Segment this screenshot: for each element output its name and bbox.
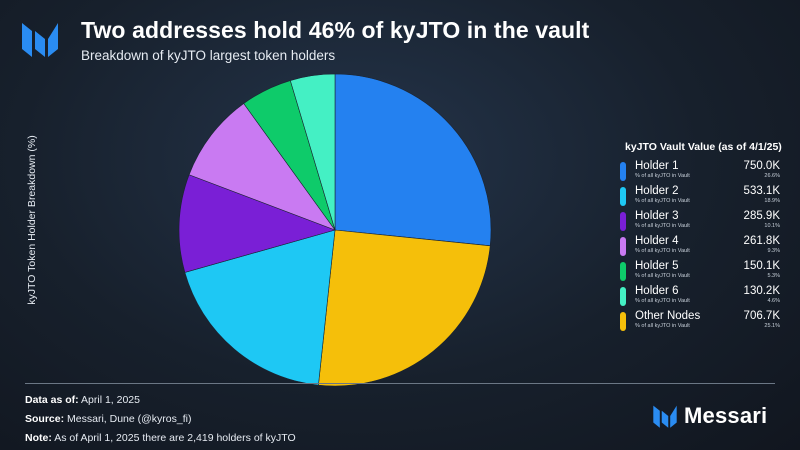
legend-swatch (620, 212, 626, 231)
legend-row: Holder 4 261.8K (635, 235, 780, 247)
pie-slice-holder-4 (188, 103, 336, 231)
legend-note: % of all kyJTO in Vault (635, 198, 690, 204)
legend-row: Holder 5 150.1K (635, 260, 780, 272)
footer-source-label: Source: (25, 413, 65, 425)
legend-swatch (620, 237, 626, 256)
legend-swatch (620, 187, 626, 206)
legend-value: 706.7K (743, 310, 780, 322)
legend-text: Holder 2 533.1K % of all kyJTO in Vault 18.… (635, 185, 780, 205)
footer-data-label: Data as of: (25, 394, 79, 406)
legend-label: Holder 1 (635, 160, 679, 172)
legend-text: Holder 5 150.1K % of all kyJTO in Vault 5.3… (635, 260, 780, 280)
legend-subrow: % of all kyJTO in Vault 26.6% (635, 172, 780, 180)
pie-slice-holder-1 (334, 73, 492, 247)
legend-swatch (620, 287, 626, 306)
legend-subrow: % of all kyJTO in Vault 18.9% (635, 197, 780, 205)
legend-item-holder-5: Holder 5 150.1K % of all kyJTO in Vault 5.3… (620, 260, 780, 285)
legend-subrow: % of all kyJTO in Vault 10.1% (635, 222, 780, 230)
legend-text: Holder 3 285.9K % of all kyJTO in Vault 10.… (635, 210, 780, 230)
footer-data-value: April 1, 2025 (81, 394, 140, 406)
messari-logo-icon (22, 23, 58, 57)
legend-subrow: % of all kyJTO in Vault 4.6% (635, 297, 780, 305)
legend-title: kyJTO Vault Value (as of 4/1/25) (625, 141, 782, 153)
footer: Data as of: April 1, 2025 Source: Messar… (25, 391, 296, 448)
legend-value: 130.2K (743, 285, 780, 297)
legend: kyJTO Vault Value (as of 4/1/25) Holder … (620, 141, 782, 335)
legend-percent: 5.3% (767, 273, 780, 279)
legend-item-holder-1: Holder 1 750.0K % of all kyJTO in Vault 26.… (620, 160, 780, 185)
legend-item-holder-3: Holder 3 285.9K % of all kyJTO in Vault 10.… (620, 210, 780, 235)
legend-item-other-nodes: Other Nodes 706.7K% of all kyJTO in Vault… (620, 310, 780, 335)
legend-row: Holder 2 533.1K (635, 185, 780, 197)
legend-value: 261.8K (743, 235, 780, 247)
legend-label: Holder 5 (635, 260, 679, 272)
legend-value: 533.1K (743, 185, 780, 197)
messari-brand-icon (653, 405, 677, 428)
legend-text: Holder 1 750.0K % of all kyJTO in Vault 26.… (635, 160, 780, 180)
pie-slice-holder-2 (184, 229, 336, 386)
legend-items: Holder 1 750.0K % of all kyJTO in Vault 26.… (620, 160, 780, 335)
legend-row: Holder 3 285.9K (635, 210, 780, 222)
footer-data-line: Data as of: April 1, 2025 (25, 391, 296, 410)
legend-item-holder-2: Holder 2 533.1K % of all kyJTO in Vault 18.… (620, 185, 780, 210)
legend-item-holder-6: Holder 6 130.2K % of all kyJTO in Vault 4.6… (620, 285, 780, 310)
legend-percent: 25.1% (764, 323, 780, 329)
legend-subrow: % of all kyJTO in Vault 9.3% (635, 247, 780, 255)
chart-subtitle: Breakdown of kyJTO largest token holders (81, 48, 336, 63)
legend-label: Holder 6 (635, 285, 679, 297)
footer-note-value: As of April 1, 2025 there are 2,419 hold… (54, 432, 296, 444)
legend-note: % of all kyJTO in Vault (635, 273, 690, 279)
legend-percent: 4.6% (767, 298, 780, 304)
legend-swatch (620, 312, 626, 331)
legend-swatch (620, 262, 626, 281)
footer-note-label: Note: (25, 432, 52, 444)
legend-percent: 26.6% (764, 173, 780, 179)
pie-slice-other-nodes (318, 229, 491, 387)
legend-note: % of all kyJTO in Vault (635, 248, 690, 254)
y-axis-label: kyJTO Token Holder Breakdown (%) (26, 135, 38, 305)
pie-slice-holder-6 (289, 73, 336, 231)
legend-subrow: % of all kyJTO in Vault 25.1% (635, 322, 780, 330)
legend-text: Holder 4 261.8K % of all kyJTO in Vault 9.3… (635, 235, 780, 255)
legend-value: 285.9K (743, 210, 780, 222)
legend-percent: 18.9% (764, 198, 780, 204)
legend-value: 750.0K (743, 160, 780, 172)
brand-name: Messari (684, 403, 768, 428)
footer-source-line: Source: Messari, Dune (@kyros_fi) (25, 410, 296, 429)
legend-row: Holder 1 750.0K (635, 160, 780, 172)
legend-row: Holder 6 130.2K (635, 285, 780, 297)
legend-note: % of all kyJTO in Vault (635, 323, 690, 329)
brand: Messari (652, 403, 767, 429)
legend-note: % of all kyJTO in Vault (635, 173, 690, 179)
legend-label: Holder 4 (635, 235, 679, 247)
legend-note: % of all kyJTO in Vault (635, 223, 690, 229)
legend-text: Other Nodes 706.7K% of all kyJTO in Vault… (635, 310, 780, 330)
legend-note: % of all kyJTO in Vault (635, 298, 690, 304)
pie-slice-holder-3 (178, 174, 336, 273)
legend-label: Holder 2 (635, 185, 679, 197)
legend-label: Other Nodes (635, 310, 701, 322)
legend-subrow: % of all kyJTO in Vault 5.3% (635, 272, 780, 280)
legend-label: Holder 3 (635, 210, 679, 222)
footer-note-line: Note: As of April 1, 2025 there are 2,41… (25, 429, 296, 448)
legend-item-holder-4: Holder 4 261.8K % of all kyJTO in Vault 9.3… (620, 235, 780, 260)
legend-percent: 10.1% (764, 223, 780, 229)
footer-divider (25, 383, 775, 384)
legend-swatch (620, 162, 626, 181)
legend-percent: 9.3% (767, 248, 780, 254)
legend-row: Other Nodes 706.7K (635, 310, 780, 322)
chart-title: Two addresses hold 46% of kyJTO in the v… (81, 17, 590, 43)
pie-chart (178, 73, 492, 387)
footer-source-value: Messari, Dune (@kyros_fi) (67, 413, 192, 425)
legend-value: 150.1K (743, 260, 780, 272)
legend-text: Holder 6 130.2K % of all kyJTO in Vault 4.6… (635, 285, 780, 305)
